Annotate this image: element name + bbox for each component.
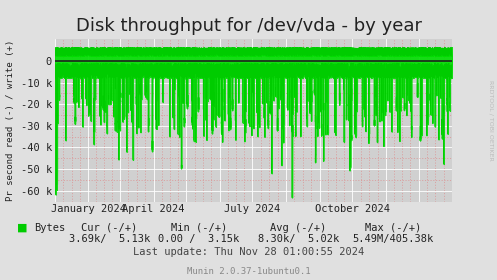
Text: Disk throughput for /dev/vda - by year: Disk throughput for /dev/vda - by year <box>76 17 421 35</box>
Text: 0.00 /  3.15k: 0.00 / 3.15k <box>158 234 240 244</box>
Text: Bytes: Bytes <box>34 223 65 233</box>
Text: ■: ■ <box>17 223 28 233</box>
Text: Last update: Thu Nov 28 01:00:55 2024: Last update: Thu Nov 28 01:00:55 2024 <box>133 247 364 257</box>
Text: 8.30k/  5.02k: 8.30k/ 5.02k <box>257 234 339 244</box>
Text: Cur (-/+): Cur (-/+) <box>81 223 138 233</box>
Text: 3.69k/  5.13k: 3.69k/ 5.13k <box>69 234 150 244</box>
Text: Avg (-/+): Avg (-/+) <box>270 223 327 233</box>
Text: Max (-/+): Max (-/+) <box>364 223 421 233</box>
Text: RRDTOOL / TOBI OETIKER: RRDTOOL / TOBI OETIKER <box>489 80 494 161</box>
Text: Munin 2.0.37-1ubuntu0.1: Munin 2.0.37-1ubuntu0.1 <box>187 267 310 276</box>
Text: Pr second read (-) / write (+): Pr second read (-) / write (+) <box>6 40 15 201</box>
Text: Min (-/+): Min (-/+) <box>170 223 227 233</box>
Text: 5.49M/405.38k: 5.49M/405.38k <box>352 234 433 244</box>
